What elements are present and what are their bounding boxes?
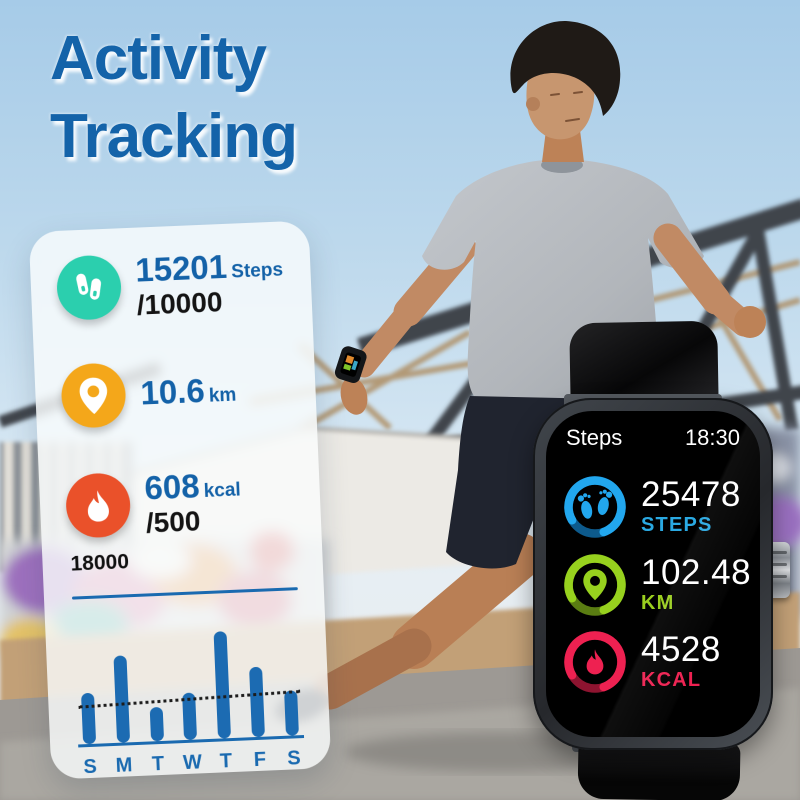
- calories-goal: /500: [145, 505, 202, 539]
- runner-ear: [526, 97, 540, 111]
- watch-screen-title: Steps: [566, 425, 623, 450]
- watch-distance-label: KM: [641, 592, 675, 615]
- day-label-1: M: [115, 754, 133, 777]
- calories-value: 608: [143, 467, 201, 507]
- watch-distance-value: 102.48: [641, 552, 752, 592]
- watch-metric-calories: 4528 KCAL: [561, 628, 721, 696]
- stat-row-calories: 608 kcal /500: [64, 465, 243, 541]
- runner-hair: [510, 20, 621, 116]
- calories-unit: kcal: [203, 479, 242, 502]
- flame-icon: [64, 472, 132, 539]
- bar-6-S: [284, 690, 299, 736]
- day-label-6: S: [286, 747, 302, 770]
- title-line1: Activity: [50, 24, 267, 93]
- chart-axis-max: 18000: [70, 550, 130, 576]
- watch-time: 18:30: [684, 425, 740, 450]
- watch-metric-distance: 102.48 KM: [561, 551, 751, 619]
- steps-unit: Steps: [230, 259, 284, 283]
- stat-row-distance: 10.6 km: [60, 358, 237, 429]
- bar-1-M: [113, 655, 130, 743]
- watch-metric-steps: 25478 STEPS: [561, 473, 741, 541]
- location-pin-ring-icon: [564, 554, 626, 616]
- runner-right-arm: [653, 223, 766, 338]
- runner-left-arm: [334, 233, 477, 415]
- watch-steps-label: STEPS: [641, 514, 713, 537]
- footsteps-icon: [55, 254, 123, 322]
- title-line2: Tracking: [50, 102, 298, 172]
- day-label-2: T: [151, 752, 165, 776]
- bar-0-S: [80, 692, 97, 745]
- day-label-5: F: [253, 748, 267, 772]
- watch-calories-label: KCAL: [641, 669, 702, 692]
- wrist-watch-small: [334, 346, 367, 384]
- flame-ring-icon: [564, 631, 626, 693]
- day-label-3: W: [182, 751, 203, 775]
- location-pin-icon: [60, 362, 127, 429]
- smartwatch: Steps 18:30: [520, 320, 800, 800]
- day-label-0: S: [82, 755, 98, 779]
- runner-face-features: [550, 91, 583, 122]
- bar-4-T: [213, 631, 232, 739]
- distance-unit: km: [208, 384, 237, 407]
- watch-screen: Steps 18:30: [546, 411, 760, 737]
- bar-5-F: [249, 666, 266, 738]
- bar-2-T: [149, 706, 164, 742]
- page-title: Activity Tracking: [50, 20, 298, 176]
- bar-chart-plot: [72, 595, 305, 748]
- steps-goal: /10000: [136, 286, 224, 321]
- day-label-4: T: [219, 750, 233, 773]
- distance-value: 10.6: [139, 371, 206, 412]
- activity-stats-card: 15201 Steps /10000 10.6 km 608 k: [28, 220, 332, 782]
- watch-calories-value: 4528: [641, 629, 721, 669]
- footsteps-ring-icon: [564, 476, 626, 538]
- watch-case: Steps 18:30: [533, 398, 773, 750]
- steps-count: 15201: [134, 247, 228, 289]
- stat-row-steps: 15201 Steps /10000: [55, 246, 285, 324]
- watch-steps-value: 25478: [641, 474, 741, 514]
